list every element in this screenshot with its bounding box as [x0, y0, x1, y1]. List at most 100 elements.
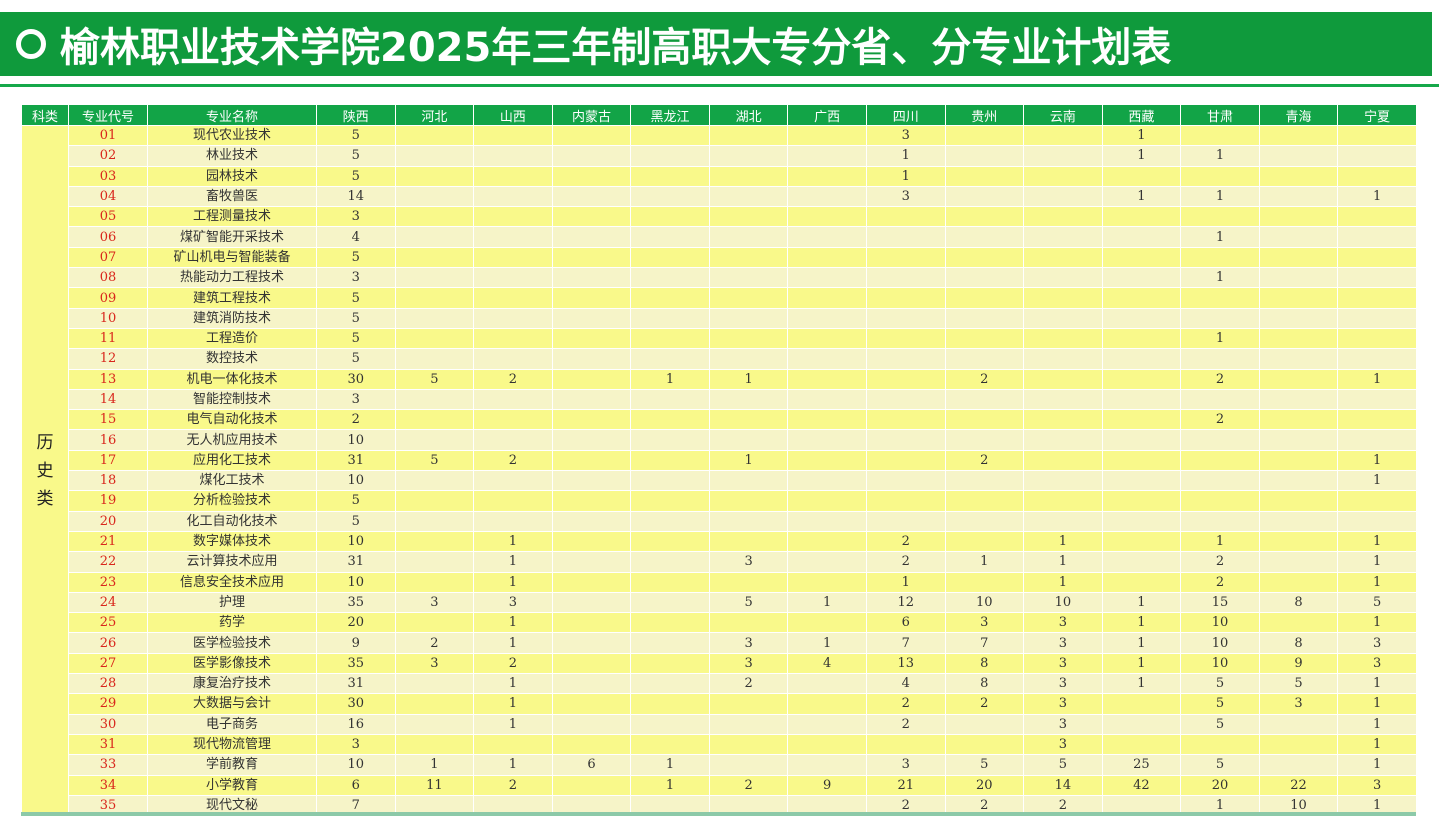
quota-cell — [1258, 733, 1339, 756]
quota-cell: 8 — [944, 652, 1025, 675]
quota-cell: 5 — [1180, 693, 1260, 715]
quota-cell — [944, 348, 1025, 370]
quota-cell: 3 — [316, 388, 396, 411]
major-code: 34 — [68, 774, 148, 796]
major-name: 工程造价 — [147, 327, 317, 350]
major-name: 数字媒体技术 — [147, 530, 317, 553]
quota-cell: 1 — [708, 449, 789, 472]
major-code: 07 — [68, 246, 148, 269]
quota-cell — [787, 673, 867, 695]
quota-cell — [708, 470, 789, 492]
quota-cell — [865, 246, 946, 269]
quota-cell — [708, 693, 789, 715]
quota-cell — [473, 327, 553, 350]
major-code: 33 — [68, 754, 148, 776]
quota-cell: 2 — [708, 673, 789, 695]
quota-cell — [708, 307, 789, 329]
major-code: 08 — [68, 267, 148, 289]
quota-cell — [787, 348, 867, 370]
table-row: 历史类 01 现代农业技术 5 3 1 — [21, 124, 1417, 816]
quota-cell — [394, 673, 475, 695]
quota-cell — [1023, 226, 1103, 248]
table-row: 28 康复治疗技术 31 1 2 4 8 3 1 5 5 1 — [22, 673, 1417, 695]
major-name: 现代物流管理 — [147, 733, 317, 756]
quota-cell — [708, 571, 789, 593]
major-name: 康复治疗技术 — [147, 673, 317, 695]
quota-cell: 2 — [394, 632, 475, 654]
table-row: 25 药学 20 1 6 3 3 1 10 1 — [22, 612, 1417, 634]
quota-cell: 31 — [316, 551, 396, 573]
quota-cell — [1258, 409, 1339, 431]
quota-cell — [551, 145, 632, 167]
quota-cell: 7 — [944, 632, 1025, 654]
quota-cell — [1101, 429, 1182, 451]
quota-cell — [551, 673, 632, 695]
quota-cell: 2 — [865, 713, 946, 735]
quota-cell: 5 — [316, 490, 396, 512]
quota-cell — [473, 733, 553, 756]
quota-cell: 5 — [316, 246, 396, 269]
quota-cell — [394, 206, 475, 228]
table-row: 21 数字媒体技术 10 1 2 1 1 1 — [22, 530, 1417, 553]
major-code: 18 — [68, 470, 148, 492]
quota-cell: 10 — [1180, 652, 1260, 675]
column-header: 专业名称 — [147, 104, 317, 126]
quota-cell — [865, 307, 946, 329]
quota-cell — [1101, 226, 1182, 248]
quota-cell — [787, 368, 867, 390]
quota-cell: 2 — [865, 794, 946, 816]
quota-cell: 1 — [1101, 632, 1182, 654]
quota-cell — [787, 267, 867, 289]
quota-cell — [708, 185, 789, 208]
quota-cell — [551, 733, 632, 756]
major-code: 19 — [68, 490, 148, 512]
major-code: 14 — [68, 388, 148, 411]
quota-cell: 10 — [1258, 794, 1339, 816]
quota-cell: 42 — [1101, 774, 1182, 796]
quota-cell — [1101, 246, 1182, 269]
quota-cell: 3 — [865, 124, 946, 147]
quota-cell: 1 — [787, 632, 867, 654]
quota-cell — [630, 673, 710, 695]
quota-cell: 3 — [316, 206, 396, 228]
major-code: 20 — [68, 510, 148, 532]
quota-cell — [394, 287, 475, 309]
quota-cell — [1337, 510, 1417, 532]
quota-cell — [551, 571, 632, 593]
quota-cell: 3 — [1023, 652, 1103, 675]
quota-cell — [630, 510, 710, 532]
quota-cell — [1180, 449, 1260, 472]
quota-cell — [630, 307, 710, 329]
quota-cell — [473, 287, 553, 309]
quota-cell — [1258, 124, 1339, 147]
quota-cell — [1258, 185, 1339, 208]
major-code: 21 — [68, 530, 148, 553]
quota-cell — [1180, 510, 1260, 532]
quota-cell — [1101, 388, 1182, 411]
column-header: 河北 — [394, 104, 475, 126]
quota-cell: 35 — [316, 652, 396, 675]
quota-cell — [1258, 165, 1339, 187]
quota-cell — [1180, 124, 1260, 147]
quota-cell: 2 — [473, 368, 553, 390]
quota-cell — [1023, 124, 1103, 147]
quota-cell — [551, 551, 632, 573]
major-name: 机电一体化技术 — [147, 368, 317, 390]
major-code: 09 — [68, 287, 148, 309]
quota-cell: 10 — [316, 470, 396, 492]
quota-cell — [473, 307, 553, 329]
quota-cell — [944, 226, 1025, 248]
quota-cell — [473, 145, 553, 167]
quota-cell — [551, 246, 632, 269]
quota-cell — [630, 226, 710, 248]
quota-cell — [1101, 348, 1182, 370]
quota-cell: 21 — [865, 774, 946, 796]
quota-cell — [630, 246, 710, 269]
quota-cell: 1 — [473, 673, 553, 695]
quota-cell: 3 — [1023, 713, 1103, 735]
quota-cell — [1258, 429, 1339, 451]
major-code: 22 — [68, 551, 148, 573]
quota-cell — [473, 246, 553, 269]
quota-cell — [1258, 510, 1339, 532]
quota-cell — [1023, 368, 1103, 390]
